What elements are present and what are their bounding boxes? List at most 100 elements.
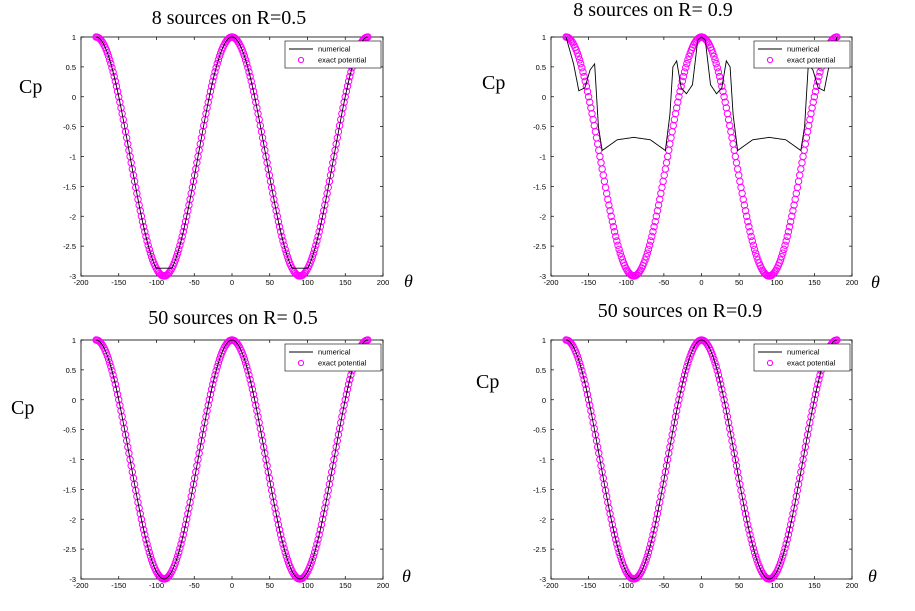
exact-potential-point — [650, 526, 658, 534]
exact-potential-point — [318, 212, 327, 220]
y-tick-label: -2.5 — [63, 545, 76, 554]
exact-potential-point — [103, 352, 112, 360]
exact-potential-point — [212, 366, 220, 375]
exact-potential-point — [683, 362, 691, 371]
exact-potential-point — [178, 535, 186, 544]
legend-box — [753, 343, 851, 372]
exact-potential-point — [593, 140, 602, 148]
exact-potential-point — [584, 396, 593, 404]
exact-potential-point — [341, 396, 349, 404]
exact-potential-point — [250, 93, 259, 101]
exact-potential-point — [166, 268, 174, 276]
exact-potential-point — [672, 407, 681, 415]
exact-potential-point — [728, 134, 736, 142]
exact-potential-series — [562, 336, 841, 583]
exact-potential-point — [612, 232, 620, 241]
exact-potential-point — [179, 228, 188, 236]
exact-potential-point — [672, 104, 681, 112]
exact-potential-point — [741, 510, 750, 518]
exact-potential-point — [745, 526, 753, 534]
plot-frame — [80, 339, 384, 580]
exact-potential-point — [675, 93, 683, 101]
x-axis-label: θ — [868, 566, 877, 586]
legend-label-numerical: numerical — [787, 45, 820, 54]
exact-potential-point — [731, 152, 740, 161]
exact-potential-point — [811, 87, 820, 96]
exact-potential-point — [730, 146, 738, 154]
exact-potential-point — [282, 552, 291, 560]
exact-potential-point — [309, 249, 318, 257]
exact-potential-point — [588, 109, 596, 118]
x-axis-label: θ — [871, 272, 880, 292]
x-tick-label: -150 — [111, 581, 126, 590]
exact-potential-point — [175, 245, 183, 254]
exact-potential-point — [645, 544, 654, 553]
exact-potential-point — [685, 52, 693, 60]
exact-potential-point — [111, 77, 120, 85]
exact-potential-point — [703, 37, 711, 45]
exact-potential-point — [309, 552, 318, 560]
exact-potential-point — [579, 68, 587, 76]
exact-potential-point — [815, 72, 823, 81]
x-tick-label: -150 — [111, 278, 126, 287]
exact-potential-point — [661, 165, 670, 173]
exact-potential-point — [184, 207, 192, 215]
exact-potential-point — [710, 52, 718, 60]
exact-potential-point — [110, 375, 118, 384]
exact-potential-point — [247, 77, 255, 85]
exact-potential-point — [308, 556, 317, 564]
exact-potential-point — [635, 268, 644, 276]
exact-potential-point — [782, 237, 790, 245]
exact-potential-point — [716, 380, 725, 388]
exact-potential-point — [748, 237, 756, 245]
exact-potential-point — [737, 183, 745, 192]
exact-potential-point — [732, 159, 741, 167]
chart-panel-3: 50 sources on R= 0.5 Cp θ -200 -150 -100 -50 0 5… — [11, 307, 411, 590]
exact-potential-point — [273, 515, 281, 523]
exact-potential-point — [600, 177, 609, 186]
exact-potential-point — [716, 77, 725, 85]
exact-potential-point — [582, 385, 591, 393]
exact-potential-point — [782, 540, 790, 548]
exact-potential-point — [135, 504, 143, 512]
exact-potential-point — [614, 544, 622, 553]
exact-potential-point — [173, 249, 182, 257]
exact-potential-point — [788, 212, 796, 220]
exact-potential-point — [796, 171, 804, 179]
exact-potential-point — [650, 223, 658, 231]
numerical-series-line — [565, 36, 838, 152]
exact-potential-point — [342, 390, 351, 399]
exact-potential-point — [735, 171, 743, 179]
exact-potential-point — [586, 98, 594, 106]
exact-potential-point — [783, 232, 791, 241]
exact-potential-point — [215, 355, 224, 363]
exact-potential-point — [798, 159, 806, 167]
exact-potential-point — [209, 380, 217, 388]
exact-potential-point — [177, 237, 185, 245]
plot-frame — [550, 36, 853, 277]
exact-potential-point — [313, 237, 321, 245]
y-tick-label: -1.5 — [63, 485, 76, 494]
y-tick-label: 0.5 — [536, 366, 546, 375]
exact-potential-point — [109, 68, 117, 76]
x-tick-label: 200 — [846, 581, 859, 590]
exact-potential-point — [176, 544, 184, 553]
exact-potential-point — [320, 510, 328, 518]
exact-potential-point — [744, 217, 752, 226]
numerical-series-line — [566, 339, 837, 580]
exact-potential-point — [247, 380, 255, 388]
exact-potential-point — [252, 401, 260, 409]
exact-potential-point — [317, 520, 326, 529]
exact-potential-point — [645, 241, 654, 250]
exact-potential-point — [116, 401, 124, 409]
exact-potential-point — [679, 72, 688, 81]
exact-potential-point — [670, 115, 679, 124]
exact-potential-point — [785, 223, 794, 231]
x-tick-label: 100 — [301, 278, 314, 287]
exact-potential-point — [656, 195, 664, 204]
exact-potential-point — [116, 98, 124, 106]
exact-potential-point — [364, 336, 372, 344]
exact-potential-point — [313, 540, 321, 548]
exact-potential-point — [703, 340, 711, 348]
y-tick-label: 0 — [542, 93, 546, 102]
